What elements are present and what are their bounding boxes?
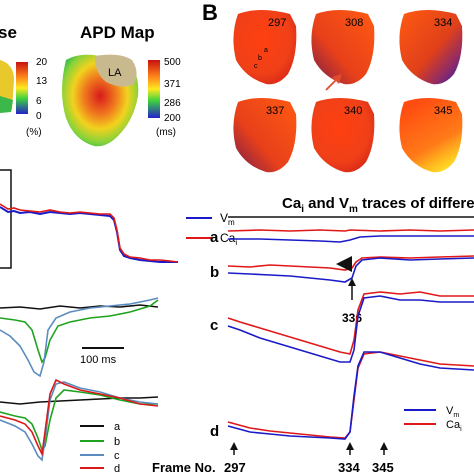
- legend-vm-sub: m: [228, 218, 235, 227]
- left-color-scale: [16, 62, 28, 114]
- apd-scale-tick: 200: [164, 113, 181, 124]
- frame-map-label-340: 340: [344, 105, 362, 117]
- left-title-partial: se: [0, 23, 17, 42]
- apd-scale-tick: 500: [164, 57, 181, 68]
- apd-scale-unit: (ms): [156, 127, 176, 138]
- left-legend-top: Vm Cai: [186, 211, 237, 247]
- row-label-a: a: [210, 229, 219, 246]
- legend-ca-sub: i: [235, 238, 237, 247]
- trace-c-vm: [227, 295, 474, 363]
- trace-b-vm: [227, 257, 474, 283]
- lower-trace-green: [0, 299, 159, 364]
- bottom-trace-black: [0, 396, 159, 405]
- traces-title-vm-sub: m: [349, 204, 358, 215]
- left-partial-map-green: [0, 96, 13, 113]
- lower-trace-black: [0, 304, 159, 310]
- lower-trace-steel: [0, 297, 159, 378]
- b-legend-vm-sub: m: [453, 412, 459, 419]
- left-highlight-box: [0, 169, 12, 269]
- trace-c-ca: [227, 291, 474, 355]
- b-legend-ca-text: Ca: [446, 419, 461, 431]
- bottom-trace-steel: [0, 381, 159, 462]
- traces-title-ca-sub: i: [301, 204, 304, 215]
- row-labels: a b c d: [210, 229, 219, 440]
- b-legend-ca-label: Cai: [446, 419, 462, 433]
- frame-arrow-345-head: [380, 442, 388, 450]
- left-scale-tick: 6: [36, 96, 42, 107]
- site-label-a: a: [264, 47, 268, 54]
- arrow-336-head: [348, 278, 356, 286]
- traces-title-mid: and V: [304, 195, 349, 212]
- bottom-trace-green: [0, 389, 158, 452]
- panel-b-legend: Vm Cai: [404, 405, 462, 433]
- frame-map-label-345: 345: [434, 105, 452, 117]
- traces-title-rest: traces of differe: [358, 195, 474, 212]
- legend-d-label: d: [114, 463, 120, 474]
- left-legend-bottom: a b c d: [80, 421, 121, 474]
- legend-vm-label: Vm: [220, 211, 235, 227]
- frame-map-label-337: 337: [266, 105, 284, 117]
- apd-map-title: APD Map: [80, 23, 155, 42]
- legend-ca-label: Cai: [220, 231, 237, 247]
- b-legend-vm-text: V: [446, 405, 454, 417]
- frame-number-334: 334: [338, 460, 360, 474]
- b-legend-ca-sub: i: [460, 426, 462, 433]
- left-scale-tick: 13: [36, 76, 48, 87]
- trace-a-ca: [227, 229, 474, 232]
- apd-color-scale: [148, 60, 160, 118]
- frame-number-label: Frame No.: [152, 460, 216, 474]
- traces-title-ca: Ca: [282, 195, 302, 212]
- left-trace-ca: [0, 203, 179, 263]
- trace-d-vm: [227, 351, 474, 440]
- legend-c-label: c: [114, 450, 120, 462]
- traces-title: Cai and Vm traces of differe: [282, 195, 474, 215]
- legend-ca-text: Ca: [220, 231, 236, 245]
- apd-scale-ticks: 500 371 286 200 (ms): [156, 57, 181, 138]
- apd-scale-tick: 371: [164, 79, 181, 90]
- row-label-b: b: [210, 264, 219, 281]
- legend-b-label: b: [114, 436, 120, 448]
- frame-map-340: [311, 98, 375, 173]
- site-label-c: c: [254, 63, 258, 70]
- legend-a-label: a: [114, 421, 121, 433]
- frame-map-297: [233, 10, 297, 85]
- left-scale-ticks: 20 13 6 0 (%): [26, 57, 48, 138]
- frame-arrow-334-head: [346, 442, 354, 450]
- frame-map-308: [311, 10, 375, 85]
- frame-map-label-308: 308: [345, 17, 363, 29]
- apd-la-region: [94, 54, 137, 87]
- legend-vm-text: V: [220, 211, 228, 225]
- frame-map-label-334: 334: [434, 17, 452, 29]
- scale-bar-label: 100 ms: [80, 354, 117, 366]
- frame-number-345: 345: [372, 460, 394, 474]
- frame-map-345: [399, 98, 463, 173]
- left-scale-unit: (%): [26, 127, 42, 138]
- panel-b-letter: B: [202, 0, 218, 25]
- left-scale-tick: 0: [36, 111, 42, 122]
- frame-map-label-297: 297: [268, 17, 286, 29]
- frame-map-334: [399, 10, 463, 85]
- frame-map-337: [233, 98, 297, 173]
- row-label-c: c: [210, 317, 218, 334]
- left-trace-vm: [0, 206, 178, 263]
- bottom-trace-red: [0, 378, 159, 457]
- black-triangle-marker: [336, 256, 352, 272]
- red-arrow-head: [332, 74, 342, 84]
- frame-number-297: 297: [224, 460, 246, 474]
- frame-arrow-297-head: [230, 442, 238, 450]
- b-legend-vm-label: Vm: [446, 405, 459, 419]
- left-scale-tick: 20: [36, 57, 48, 68]
- apd-scale-tick: 286: [164, 98, 181, 109]
- row-label-d: d: [210, 423, 219, 440]
- trace-a-vm: [228, 235, 474, 243]
- apd-la-label: LA: [108, 67, 122, 79]
- site-label-b: b: [258, 55, 262, 62]
